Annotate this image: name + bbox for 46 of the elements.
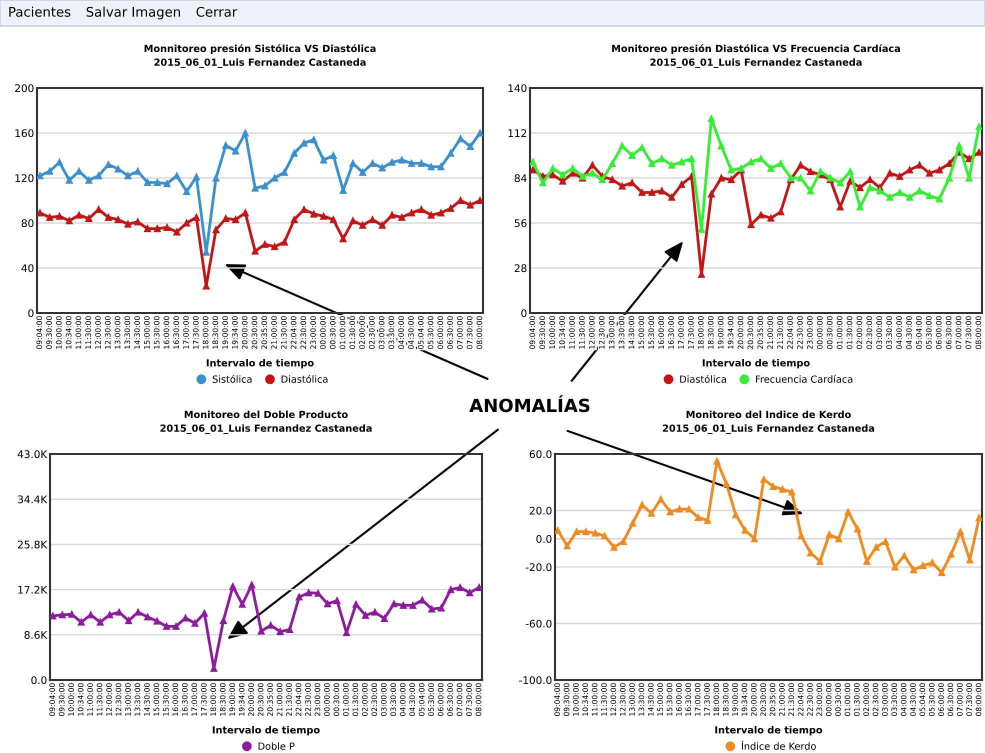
text: Cerrar	[196, 6, 238, 17]
y-tick-label: 0.0	[536, 534, 552, 543]
y-tick-label: 56	[514, 219, 527, 228]
y-tick-label: 28	[514, 264, 527, 272]
chart-subtitle: 2015_06_01_Luis Fernandez Castaneda	[154, 58, 366, 68]
y-tick-label: 43.0K	[18, 450, 48, 458]
y-tick-label: 140	[508, 84, 527, 92]
x-axis-title: Intervalo de tiempo	[212, 726, 320, 736]
text: Pacientes	[9, 6, 70, 17]
y-tick-label: 34.4K	[18, 495, 48, 504]
y-tick-label: 160	[15, 129, 34, 138]
y-tick-label: 40	[21, 264, 34, 272]
y-tick-label: 60.0	[530, 450, 552, 458]
x-axis-title: Intervalo de tiempo	[206, 359, 314, 368]
chart-title: Monnitoreo presión Sistólica VS Diastólica	[144, 44, 376, 54]
y-tick-label: 20.0	[530, 506, 552, 515]
x-axis-title: Intervalo de tiempo	[702, 359, 810, 368]
y-tick-label: 0.0	[31, 676, 47, 684]
y-tick-label: 8.6K	[24, 631, 48, 639]
y-tick-label: -100.0	[519, 676, 552, 684]
chart-title: Monitoreo presión Diastólica VS Frecuencia Cardíaca	[612, 44, 900, 54]
chart-title: Monitoreo del Doble Producto	[184, 410, 348, 418]
y-tick-label: 17.2K	[18, 586, 48, 594]
chart-subtitle: 2015_06_01_Luis Fernandez Castaneda	[662, 424, 874, 434]
y-tick-label: 80	[22, 219, 34, 228]
legend-label: Diastólica	[680, 374, 726, 383]
y-tick-label: 120	[15, 174, 34, 182]
x-axis-title: Intervalo de tiempo	[715, 726, 822, 736]
y-tick-label: 84	[514, 174, 527, 182]
y-tick-label: -20.0	[526, 563, 552, 572]
chart-subtitle: 2015_06_01_Luis Fernandez Castaneda	[160, 424, 372, 434]
legend-label: Diastólica	[282, 374, 328, 383]
text: Salvar Imagen	[86, 6, 180, 20]
y-tick-label: 25.8K	[18, 540, 48, 549]
chart-subtitle: 2015_06_01_Luis Fernandez Castaneda	[650, 58, 862, 68]
y-tick-label: -60.0	[526, 620, 552, 628]
chart-title: Monitoreo del Indice de Kerdo	[686, 410, 851, 418]
y-tick-label: 200	[15, 84, 34, 92]
y-tick-label: 0	[521, 309, 527, 318]
y-tick-label: 112	[508, 129, 526, 137]
legend-label: Índice de Kerdo	[742, 740, 816, 750]
y-tick-label: 0	[28, 309, 34, 318]
legend-label: Frecuencia Cardíaca	[756, 374, 852, 383]
legend-label: Doble P	[258, 742, 294, 750]
text: ANOMALÍAS	[469, 395, 590, 412]
legend-label: Sistólica	[212, 374, 252, 383]
